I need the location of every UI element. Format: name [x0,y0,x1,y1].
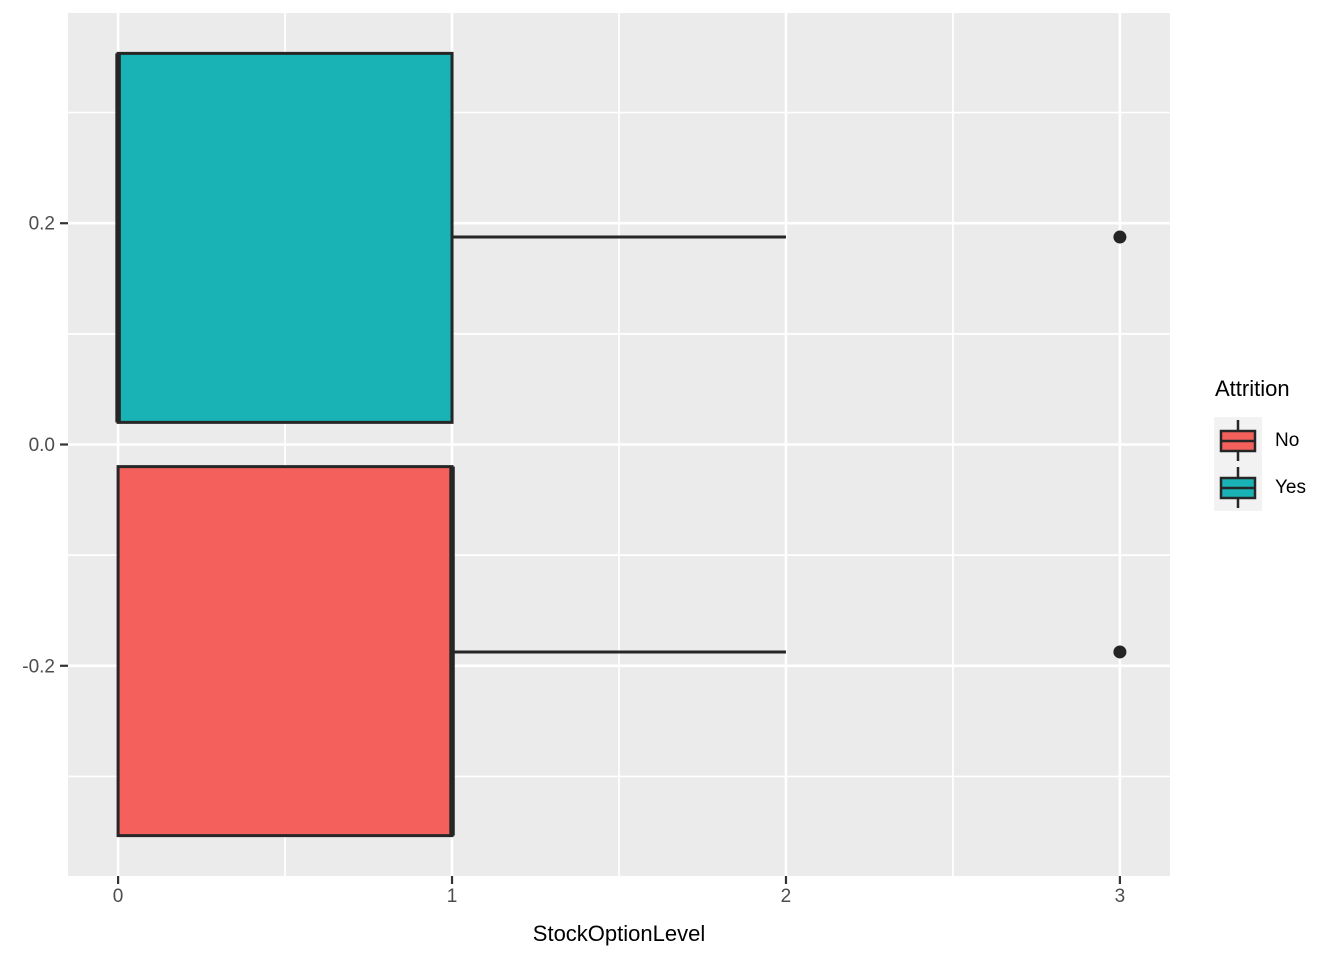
legend-key-yes [1214,464,1262,511]
boxplot-glyph-icon [1219,420,1257,461]
x-tick-label: 1 [447,886,458,907]
y-tick-label: 0.0 [29,435,55,456]
outlier-point-yes [1113,230,1127,244]
legend: Attrition No Yes [1214,376,1344,511]
box-yes [116,51,454,424]
y-tick-label: 0.2 [29,214,55,235]
legend-entry-yes: Yes [1214,464,1344,511]
legend-title: Attrition [1215,376,1290,401]
legend-key-no [1214,417,1262,464]
y-tick-label: -0.2 [22,656,55,677]
box-no [116,465,454,838]
legend-label-no: No [1275,430,1300,451]
x-tick-label: 2 [781,886,792,907]
outlier-point-no [1113,645,1127,659]
x-axis-title: StockOptionLevel [533,921,705,946]
legend-label-yes: Yes [1275,477,1306,498]
x-tick-label: 0 [113,886,124,907]
boxplot-glyph-icon [1219,467,1257,508]
legend-entry-no: No [1214,417,1344,464]
x-tick-label: 3 [1115,886,1126,907]
